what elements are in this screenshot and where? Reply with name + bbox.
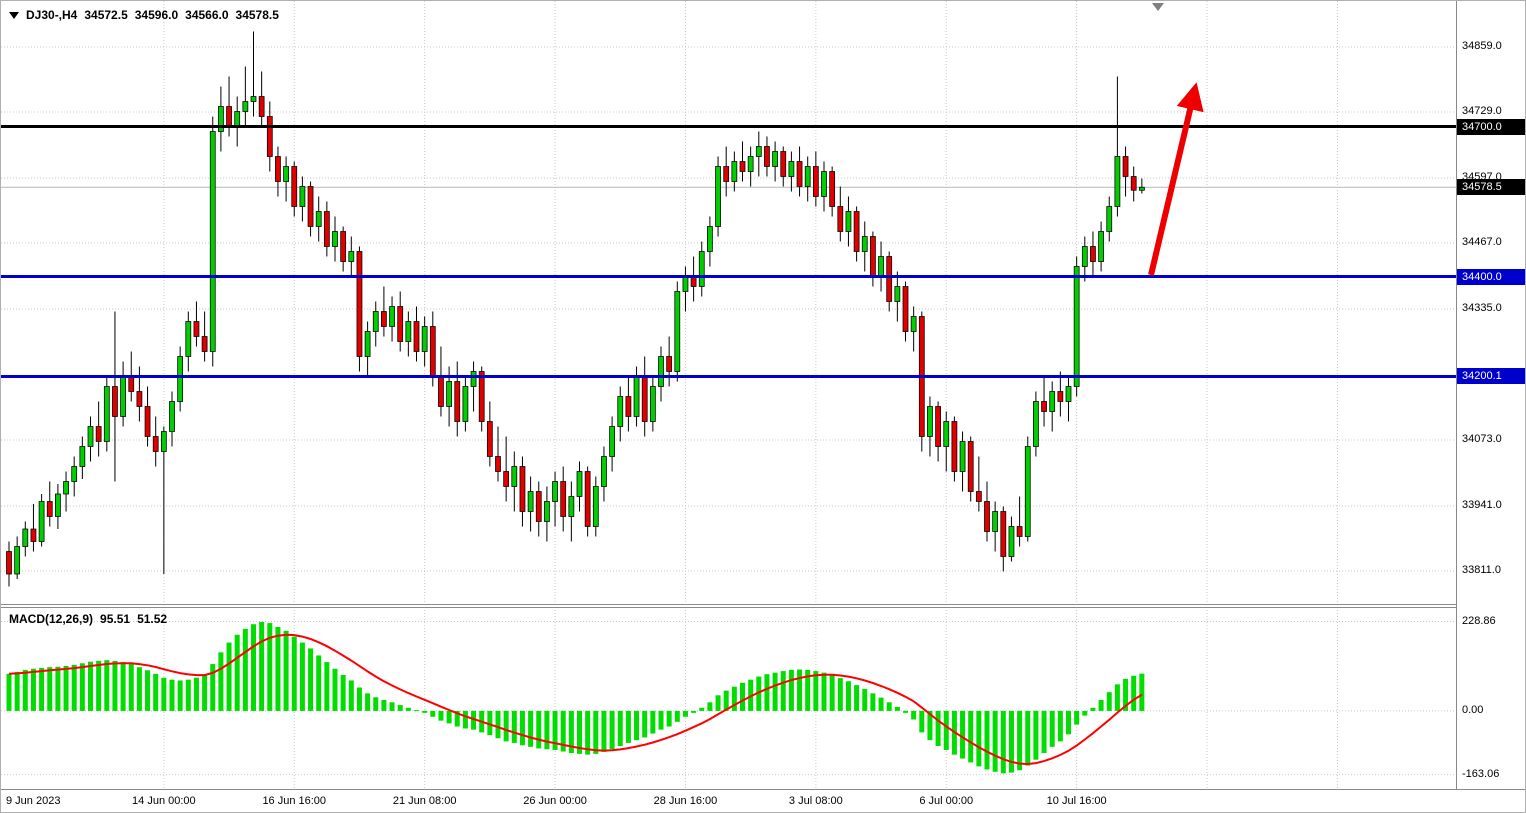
pane-separator-line[interactable] <box>1 604 1525 605</box>
high-value: 34596.0 <box>134 8 179 22</box>
chart-plot-area[interactable] <box>1 1 1456 789</box>
price-axis-tick-label: 33941.0 <box>1462 499 1502 511</box>
time-axis-label: 10 Jul 16:00 <box>1046 795 1107 807</box>
candles-layer <box>6 31 1145 587</box>
price-axis-tick-label: 34335.0 <box>1462 302 1502 314</box>
open-value: 34572.5 <box>84 8 128 22</box>
symbol-period-label: DJ30-,H4 <box>26 8 78 22</box>
hline-price-badge: 34700.0 <box>1457 118 1525 135</box>
time-axis-label: 16 Jun 16:00 <box>262 795 327 807</box>
price-axis-tick-label: 33811.0 <box>1462 564 1501 576</box>
price-axis-tick-label: 34467.0 <box>1462 236 1502 248</box>
low-value: 34566.0 <box>185 8 229 22</box>
pane-separator-line[interactable] <box>1 607 1525 608</box>
macd-signal-line <box>8 633 1143 766</box>
one-click-trading-toggle-icon[interactable] <box>9 11 19 19</box>
horizontal-level-lines <box>1 125 1456 378</box>
current-price-badge: 34578.5 <box>1457 179 1525 196</box>
chart-canvas <box>1 1 1456 789</box>
hline-price-badge: 34400.0 <box>1457 268 1525 285</box>
macd-main-value: 95.51 <box>100 612 131 626</box>
time-axis-label: 26 Jun 00:00 <box>523 795 587 807</box>
price-axis[interactable]: 34859.0 34729.0 34597.0 34467.0 34335.0 34073… <box>1456 1 1525 789</box>
macd-axis-tick-label: 228.86 <box>1462 614 1496 627</box>
grid-layer <box>1 1 1456 789</box>
macd-axis-tick-label: -163.06 <box>1462 767 1500 780</box>
macd-signal-value: 51.52 <box>137 612 168 626</box>
chart-shift-marker-icon[interactable] <box>1152 3 1164 11</box>
time-axis-label: 14 Jun 00:00 <box>132 795 196 807</box>
price-axis-tick-label: 34729.0 <box>1462 105 1502 117</box>
price-axis-tick-label: 34073.0 <box>1462 433 1502 445</box>
time-axis[interactable]: 9 Jun 2023 14 Jun 00:00 16 Jun 16:00 21 Jun… <box>1 789 1525 812</box>
time-axis-label: 3 Jul 08:00 <box>788 795 843 807</box>
macd-histogram <box>6 621 1145 774</box>
price-axis-tick-label: 34859.0 <box>1462 40 1502 52</box>
hline-price-badge: 34200.1 <box>1457 368 1525 385</box>
time-axis-label: 9 Jun 2023 <box>6 795 61 807</box>
macd-axis-tick-label: 0.00 <box>1462 703 1484 716</box>
macd-indicator-label: MACD(12,26,9) 95.51 51.52 <box>9 612 167 626</box>
time-axis-label: 6 Jul 00:00 <box>919 795 974 807</box>
time-axis-label: 21 Jun 08:00 <box>392 795 457 807</box>
time-axis-label: 28 Jun 16:00 <box>653 795 718 807</box>
trend-arrow-annotation <box>1148 82 1204 276</box>
close-value: 34578.5 <box>235 8 279 22</box>
macd-name-label: MACD(12,26,9) <box>9 612 94 626</box>
symbol-ohlc-header: DJ30-,H4 34572.5 34596.0 34566.0 34578.5 <box>9 8 279 22</box>
